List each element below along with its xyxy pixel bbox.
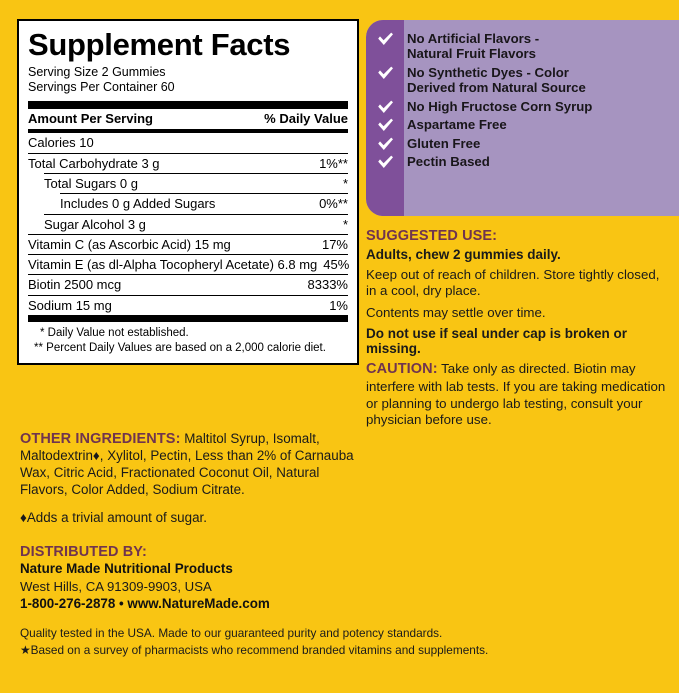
nutrient-label: Total Carbohydrate 3 g	[28, 155, 160, 171]
list-item: No Artificial Flavors - Natural Fruit Fla…	[366, 31, 667, 62]
supplement-facts-title: Supplement Facts	[28, 27, 291, 62]
list-item: No High Fructose Corn Syrup	[366, 99, 667, 114]
check-icon	[366, 117, 404, 132]
nutrient-value: 1%	[329, 297, 348, 313]
quality-statement: Quality tested in the USA. Made to our g…	[20, 625, 660, 659]
claim-label: No Synthetic Dyes - Color Derived from Na…	[407, 64, 586, 96]
claims-checkmark-strip	[366, 20, 404, 216]
other-ingredients-block: OTHER INGREDIENTS: Maltitol Syrup, Isoma…	[20, 430, 370, 498]
servings-per-container: Servings Per Container 60	[28, 80, 175, 95]
row-divider	[28, 254, 348, 256]
other-ingredients-body: Maltitol Syrup, Isomalt, Maltodextrin♦, …	[20, 431, 354, 497]
table-row: Total Sugars 0 g *	[28, 174, 348, 193]
caution-block: CAUTION: Take only as directed. Biotin m…	[366, 361, 666, 428]
claims-list: No Artificial Flavors - Natural Fruit Fla…	[366, 20, 679, 181]
nutrient-value: *	[342, 216, 348, 232]
row-divider	[28, 274, 348, 276]
daily-value-header: % Daily Value	[264, 110, 348, 126]
nutrient-label: Sodium 15 mg	[28, 297, 112, 313]
nutrient-label: Sugar Alcohol 3 g	[44, 216, 146, 232]
nutrient-value: 0%**	[319, 196, 348, 212]
check-icon	[366, 65, 404, 80]
row-divider	[28, 294, 348, 296]
check-icon	[366, 99, 404, 114]
row-divider	[60, 193, 348, 195]
claim-label: Pectin Based	[407, 154, 490, 170]
distributor-contact[interactable]: 1-800-276-2878 • www.NatureMade.com	[20, 595, 270, 611]
sugar-note: ♦Adds a trivial amount of sugar.	[20, 510, 207, 526]
table-row: Total Carbohydrate 3 g 1%**	[28, 154, 348, 173]
nutrient-value: 17%	[321, 236, 348, 252]
claim-label: No Artificial Flavors - Natural Fruit Fla…	[407, 31, 540, 62]
table-row: Includes 0 g Added Sugars 0%**	[28, 194, 348, 213]
seal-warning: Do not use if seal under cap is broken o…	[366, 326, 628, 357]
table-row: Biotin 2500 mcg 8333%	[28, 275, 348, 294]
claim-label: Aspartame Free	[407, 117, 507, 133]
table-row: Vitamin C (as Ascorbic Acid) 15 mg 17%	[28, 235, 348, 254]
table-row: Calories 10	[28, 133, 348, 152]
claim-label: No High Fructose Corn Syrup	[407, 98, 593, 114]
caution-body: Take only as directed. Biotin may interf…	[366, 361, 666, 428]
check-icon	[366, 154, 404, 169]
product-claims-panel: No Artificial Flavors - Natural Fruit Fla…	[366, 20, 679, 216]
table-row: Sodium 15 mg 1%	[28, 296, 348, 315]
list-item: Gluten Free	[366, 136, 667, 151]
nutrient-label: Vitamin E (as dl-Alpha Tocopheryl Acetat…	[28, 257, 318, 273]
nutrient-label: Vitamin C (as Ascorbic Acid) 15 mg	[28, 236, 231, 252]
supplement-facts-panel: Supplement Facts Serving Size 2 Gummies …	[17, 19, 359, 366]
serving-size: Serving Size 2 Gummies	[28, 64, 166, 79]
row-divider	[44, 172, 348, 174]
divider-medium	[28, 129, 348, 134]
nutrient-value: 1%**	[319, 155, 348, 171]
list-item: Pectin Based	[366, 154, 667, 169]
bottom-info-section: OTHER INGREDIENTS: Maltitol Syrup, Isoma…	[20, 430, 370, 612]
facts-column-headers: Amount Per Serving % Daily Value	[28, 109, 348, 129]
row-divider	[44, 213, 348, 215]
list-item: No Synthetic Dyes - Color Derived from Na…	[366, 65, 667, 96]
row-divider	[28, 233, 348, 235]
divider-thick-top	[28, 100, 348, 109]
nutrient-value: *	[342, 175, 348, 191]
storage-instructions: Keep out of reach of children. Store tig…	[366, 267, 660, 299]
nutrient-label: Biotin 2500 mcg	[28, 277, 122, 293]
nutrient-value: 8333%	[307, 277, 348, 293]
other-ingredients-heading: OTHER INGREDIENTS:	[20, 431, 181, 447]
list-item: Aspartame Free	[366, 117, 667, 132]
settle-notice: Contents may settle over time.	[366, 304, 546, 320]
footnote-daily-value: * Daily Value not established.	[40, 327, 189, 340]
quality-line-1: Quality tested in the USA. Made to our g…	[20, 626, 443, 640]
suggested-use-section: SUGGESTED USE: Adults, chew 2 gummies da…	[366, 228, 666, 429]
distributed-by-heading: DISTRIBUTED BY:	[20, 544, 147, 561]
check-icon	[366, 136, 404, 151]
claim-label: Gluten Free	[407, 135, 481, 151]
nutrient-value: 45%	[323, 257, 350, 273]
nutrient-label: Total Sugars 0 g	[44, 175, 138, 191]
facts-footnotes: * Daily Value not established. ** Percen…	[28, 322, 348, 357]
divider-thick-bottom	[28, 315, 348, 323]
row-divider	[28, 152, 348, 154]
nutrient-label: Calories 10	[28, 135, 94, 151]
caution-heading: CAUTION:	[366, 361, 438, 378]
nutrient-label: Includes 0 g Added Sugars	[60, 196, 216, 212]
table-row: Vitamin E (as dl-Alpha Tocopheryl Acetat…	[28, 255, 350, 274]
distributor-company: Nature Made Nutritional Products	[20, 561, 233, 577]
check-icon	[366, 31, 404, 46]
suggested-use-heading: SUGGESTED USE:	[366, 228, 498, 244]
distributed-by-block: DISTRIBUTED BY: Nature Made Nutritional …	[20, 544, 370, 612]
suggested-use-directions: Adults, chew 2 gummies daily.	[366, 247, 561, 262]
amount-per-serving-header: Amount Per Serving	[28, 110, 153, 126]
distributor-address: West Hills, CA 91309-9903, USA	[20, 578, 212, 594]
footnote-percent-daily-values: ** Percent Daily Values are based on a 2…	[34, 342, 326, 355]
quality-line-2: ★Based on a survey of pharmacists who re…	[20, 643, 489, 658]
table-row: Sugar Alcohol 3 g *	[28, 215, 348, 234]
